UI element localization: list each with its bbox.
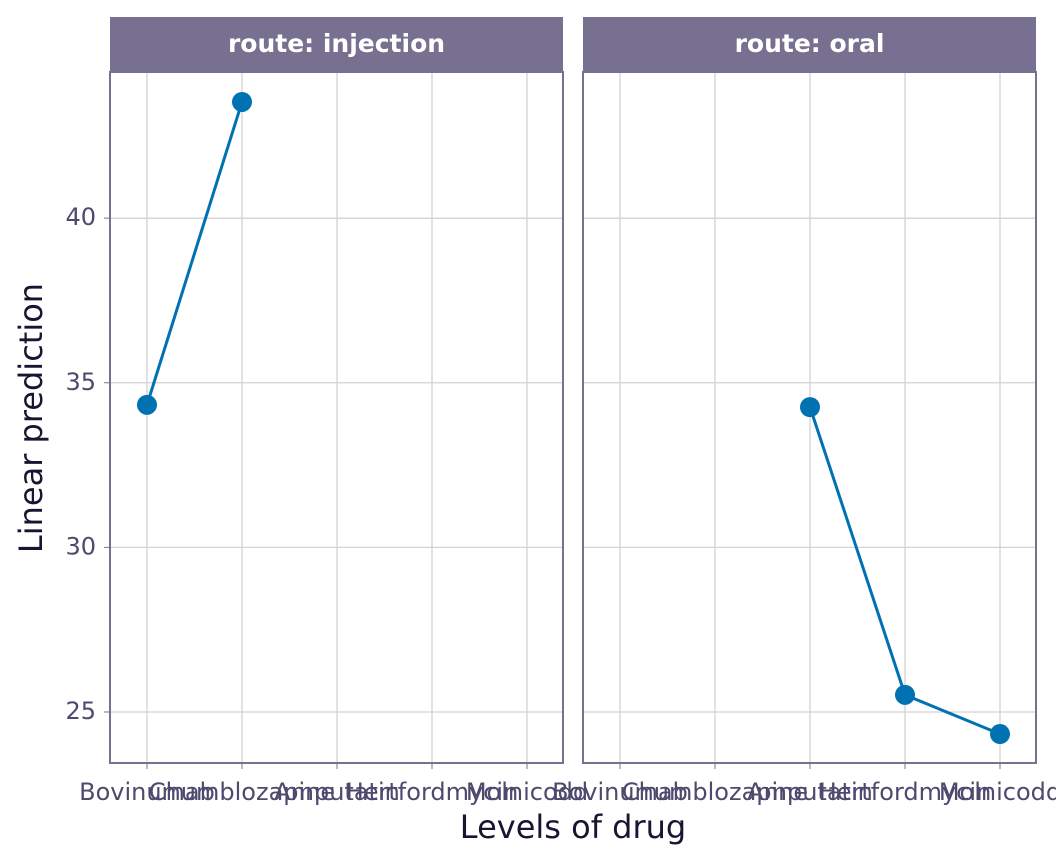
point <box>895 684 915 705</box>
x-tick-label: Hertfordmycin <box>819 778 992 806</box>
strip <box>583 17 1036 72</box>
x-tick-label: Amputatin <box>274 778 400 806</box>
point <box>137 394 157 415</box>
x-axis-label: Levels of drug <box>460 808 686 846</box>
x-tick-label: Chumblozapine <box>622 778 808 806</box>
y-tick-label: 30 <box>65 532 96 560</box>
x-tick-label: Amputatin <box>747 778 873 806</box>
point <box>990 724 1010 745</box>
y-tick-label: 35 <box>65 368 96 396</box>
y-tick-label: 25 <box>65 697 96 725</box>
x-tick-label: Molnicodd <box>466 778 588 806</box>
point <box>232 91 252 112</box>
x-tick-label: Bovinumab <box>552 778 688 806</box>
panel-title: route: injection <box>228 29 445 58</box>
panel-border <box>582 71 1037 764</box>
strip <box>110 17 563 72</box>
y-tick-label: 40 <box>65 203 96 231</box>
line <box>145 101 244 406</box>
x-tick-label: Molnicodd <box>939 778 1056 806</box>
point <box>800 397 820 418</box>
panel-border <box>109 71 564 764</box>
x-tick-label: Bovinumab <box>79 778 215 806</box>
x-tick-label: Chumblozapine <box>149 778 335 806</box>
x-tick-label: Hertfordmycin <box>346 778 519 806</box>
panel-title: route: oral <box>735 29 885 58</box>
y-axis-label: Linear prediction <box>12 283 50 553</box>
